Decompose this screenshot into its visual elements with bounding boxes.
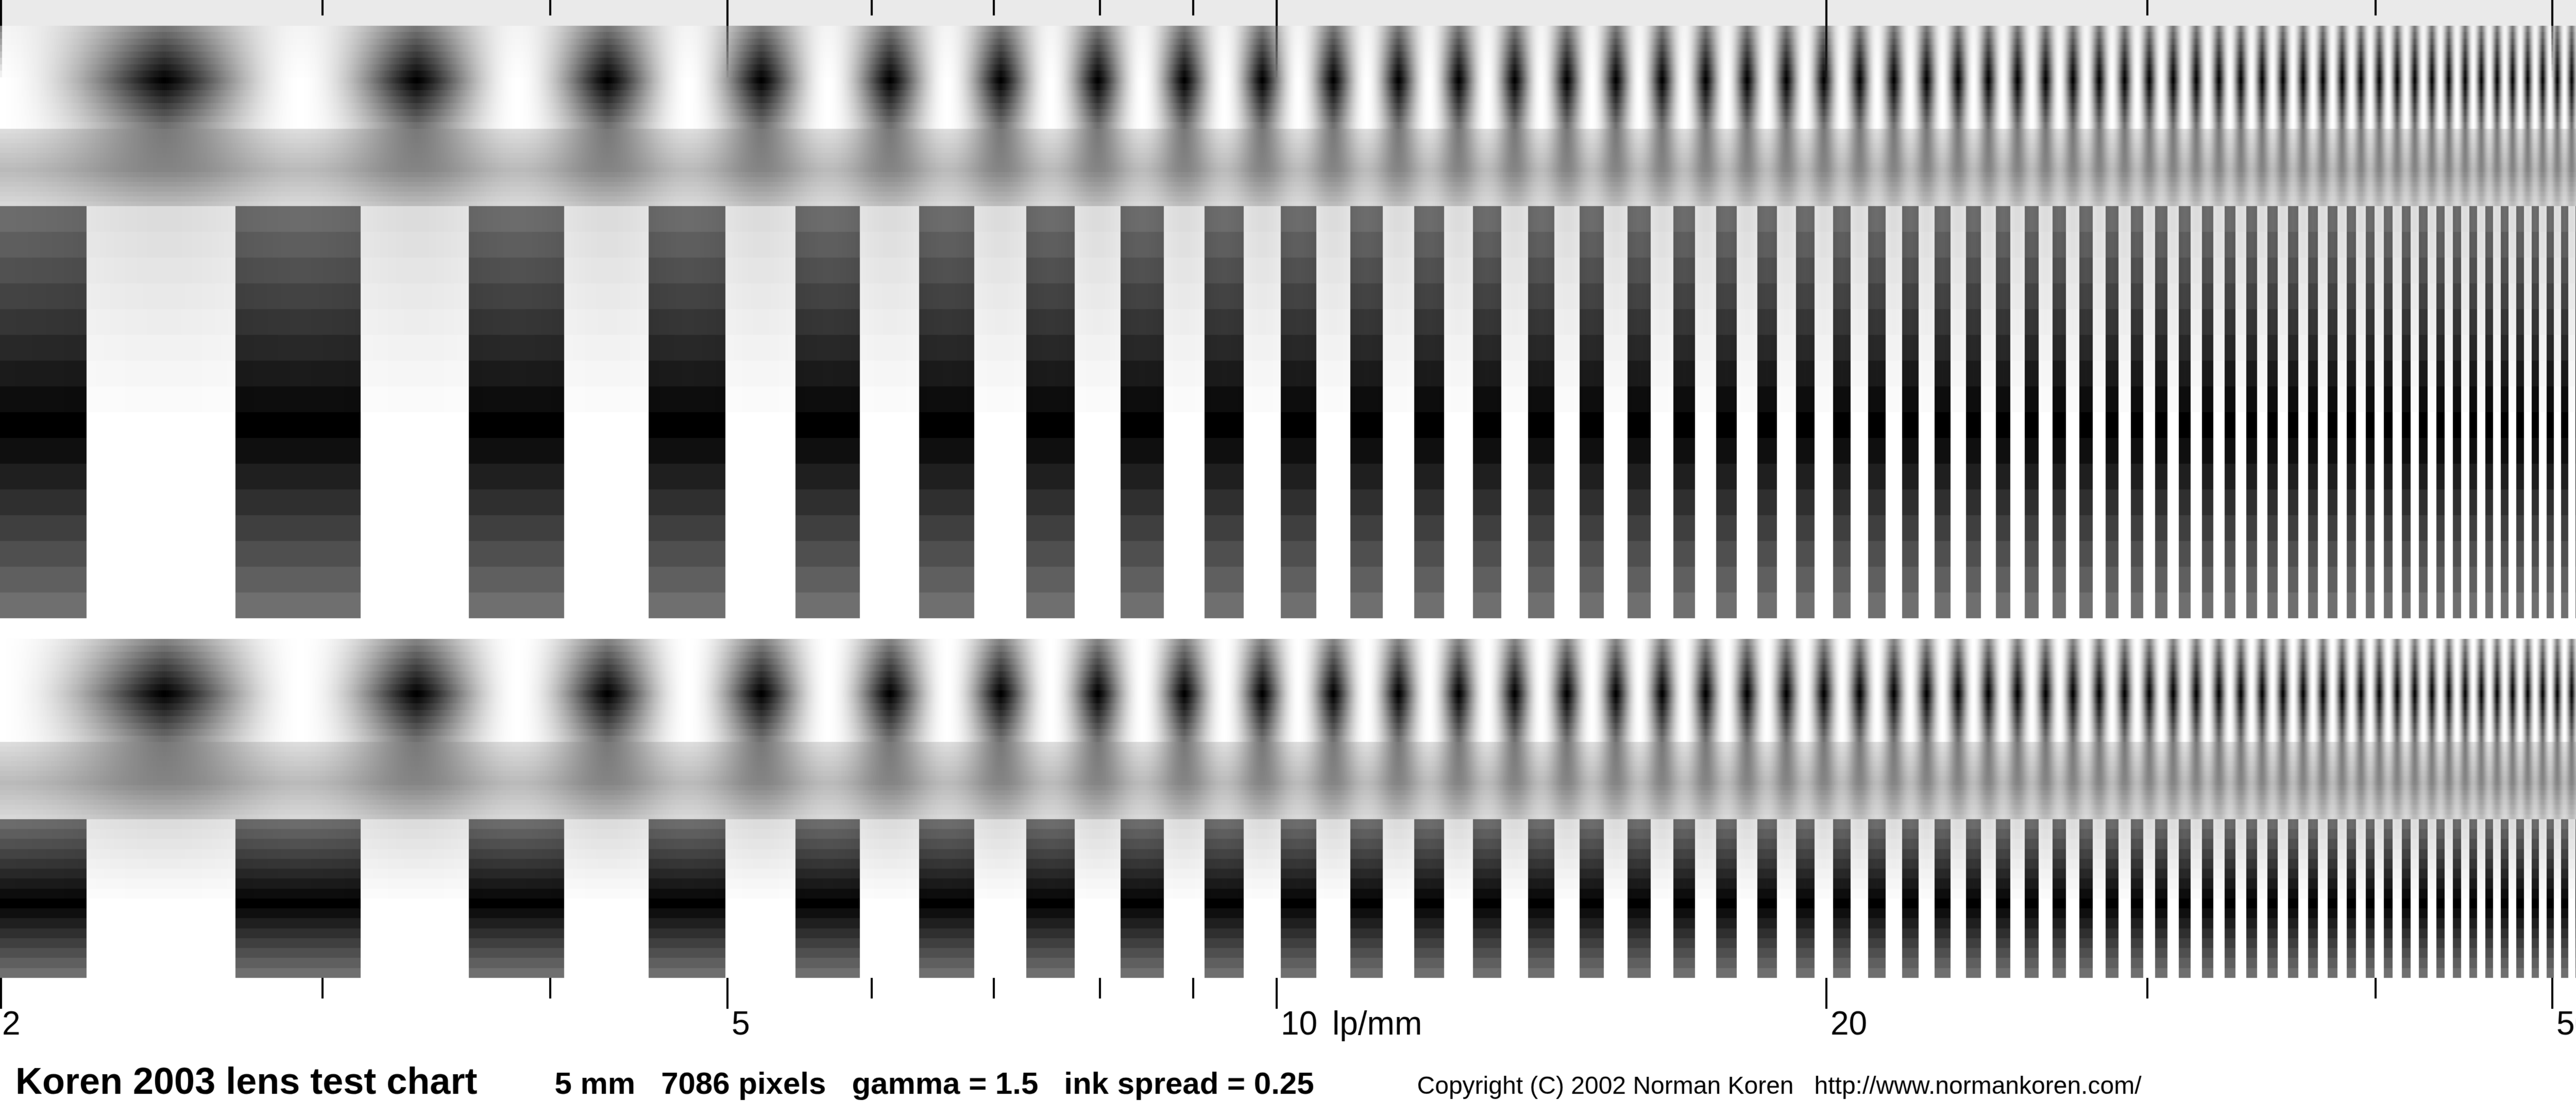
lens-test-chart xyxy=(0,0,2576,1117)
